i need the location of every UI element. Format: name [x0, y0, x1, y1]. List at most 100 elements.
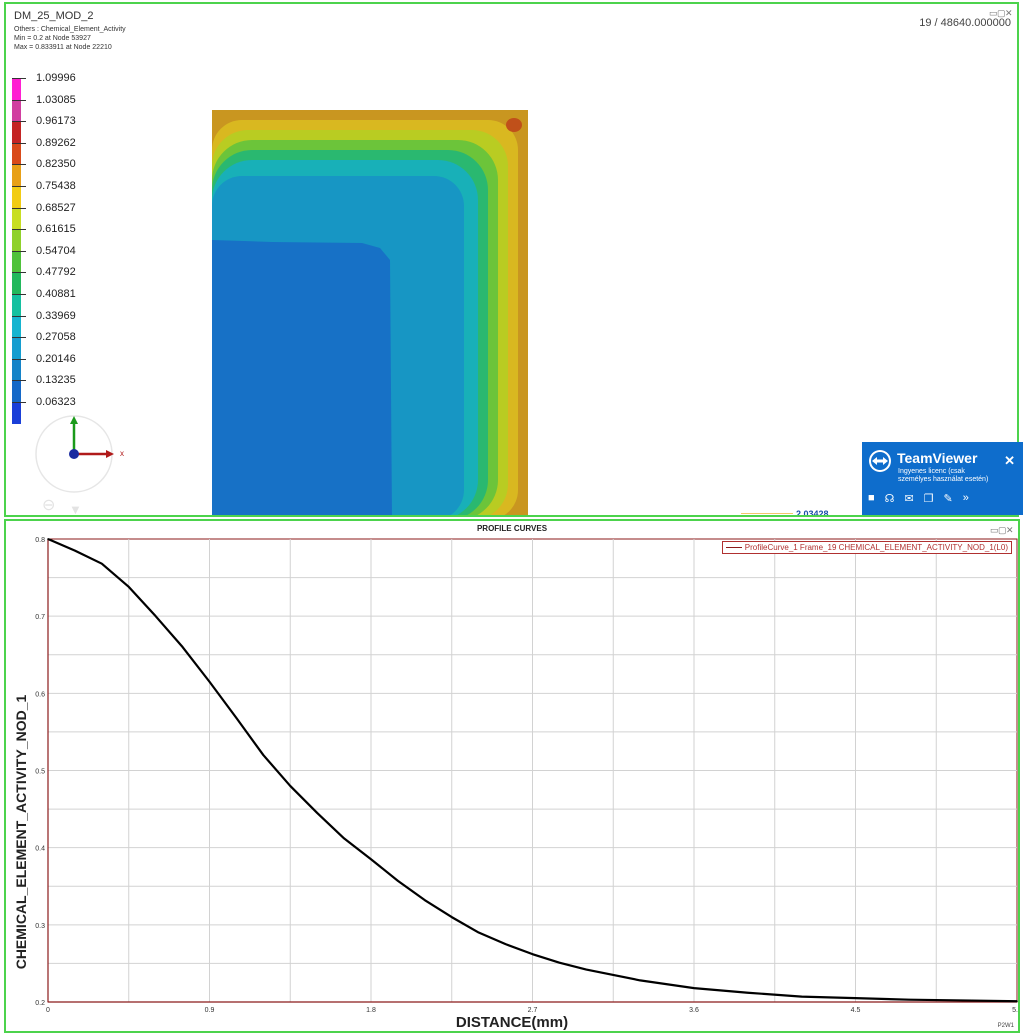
legend-swatch: [12, 229, 21, 251]
frame-readout: 19 / 48640.000000: [919, 17, 1011, 29]
legend-swatch: [12, 315, 21, 338]
teamviewer-panel[interactable]: TeamViewer Ingyenes licenc (csak személy…: [862, 442, 1023, 515]
legend-swatch: [12, 402, 21, 424]
data-point: [747, 991, 749, 994]
legend-value: 0.47792: [36, 266, 76, 279]
legend-swatch: [12, 142, 21, 165]
legend-tick: [12, 272, 26, 274]
legend-swatch: [12, 294, 21, 316]
contour-hotspot: [506, 118, 522, 132]
maximize-icon[interactable]: ▢: [998, 525, 1008, 535]
x-tick-label: 0: [46, 1007, 50, 1014]
legend-swatch: [12, 358, 21, 381]
legend-tick: [12, 337, 26, 339]
data-point: [181, 646, 184, 648]
chat-icon[interactable]: ✉: [904, 493, 914, 505]
legend-value: 0.75438: [36, 180, 76, 192]
y-axis-label: CHEMICAL_ELEMENT_ACTIVITY_NOD_1: [13, 694, 29, 970]
headset-icon[interactable]: ☊: [884, 493, 895, 505]
legend-entry: ProfileCurve_1 Frame_19 CHEMICAL_ELEMENT…: [744, 543, 1008, 552]
zoom-out-icon: ⊖: [42, 497, 55, 514]
y-tick-label: 0.2: [35, 1000, 45, 1007]
chart-title: PROFILE CURVES: [476, 524, 548, 533]
data-point: [289, 785, 292, 787]
data-point: [316, 812, 318, 814]
coordinate-triad[interactable]: y x ◀ ⊕ ⟲ ⊖ ▼: [34, 410, 144, 517]
model-name: DM_25_MOD_2: [14, 10, 94, 22]
legend-swatch: [12, 121, 21, 143]
data-point: [477, 931, 480, 934]
legend-swatch: [12, 78, 21, 100]
legend-swatch: [12, 186, 21, 208]
x-axis-label: DISTANCE(mm): [455, 1014, 569, 1031]
min-value-line: Min = 0.2 at Node 53927: [14, 35, 91, 42]
teamviewer-toolbar: ■ ☊ ✉ ❐ ✎ »: [868, 492, 969, 505]
viewport-id: P2W1: [997, 1023, 1014, 1029]
data-point: [450, 916, 453, 918]
maximize-icon[interactable]: ▢: [997, 8, 1007, 18]
x-tick-label: 3.6: [689, 1007, 699, 1014]
legend-swatch: [12, 207, 21, 230]
legend-value: 0.20146: [36, 352, 76, 365]
triad-x-arrow-icon: [106, 450, 114, 458]
legend-tick: [12, 186, 26, 187]
data-point: [397, 880, 399, 882]
triad-origin: [69, 449, 79, 459]
legend-swatch: [725, 547, 742, 548]
data-point: [531, 953, 534, 955]
legend-tick: [12, 294, 26, 295]
teamviewer-title: TeamViewer: [897, 450, 978, 466]
data-point: [693, 987, 695, 989]
contour-core: [212, 240, 392, 515]
bottom-window-controls: ▭▢✕: [990, 525, 1014, 536]
y-tick-label: 0.6: [35, 691, 45, 698]
legend-value: 0.13235: [36, 374, 76, 387]
data-point: [154, 615, 157, 617]
more-icon[interactable]: »: [962, 492, 969, 504]
legend-value: 0.96173: [36, 115, 76, 128]
legend-value: 1.03085: [36, 93, 76, 106]
x-tick-label: 0.9: [205, 1007, 215, 1014]
x-tick-label: 5.4: [1012, 1007, 1018, 1014]
legend-tick: [12, 142, 26, 144]
tools-icon[interactable]: ✎: [943, 493, 953, 505]
x-tick-label: 1.8: [366, 1007, 376, 1014]
contour-plot: [212, 110, 528, 515]
top-window-controls: ▭▢✕: [989, 8, 1013, 19]
legend-tick: [12, 121, 26, 123]
data-point: [639, 979, 641, 982]
teamviewer-license-text: Ingyenes licenc (csak személyes használa…: [898, 468, 989, 483]
legend-tick: [12, 250, 26, 252]
legend-value: 0.89262: [36, 136, 76, 149]
triad-x-label: x: [120, 449, 124, 458]
legend-swatch: [12, 380, 21, 402]
minimize-icon[interactable]: ▭: [989, 8, 999, 18]
data-point: [235, 717, 238, 719]
scale-value: 2.03428: [796, 509, 829, 517]
x-tick-label: 4.5: [851, 1007, 861, 1014]
legend-tick: [12, 229, 26, 231]
y-tick-label: 0.8: [35, 537, 45, 544]
data-point: [1016, 1000, 1018, 1003]
profile-curves-viewport[interactable]: ▭▢✕ PROFILE CURVES 0 0.9 1.8 2.7 3.6 4.5 5.4 0.…: [4, 519, 1020, 1033]
video-icon[interactable]: ■: [868, 492, 875, 504]
data-point: [101, 562, 103, 565]
files-icon[interactable]: ❐: [923, 493, 934, 505]
legend-tick: [12, 358, 26, 360]
contour-viewport[interactable]: ▭▢✕ DM_25_MOD_2 Others : Chemical_Elemen…: [4, 2, 1019, 517]
data-point: [504, 943, 507, 945]
legend-value: 0.54704: [36, 244, 76, 257]
data-point: [47, 538, 49, 540]
close-icon[interactable]: ✕: [1005, 8, 1014, 18]
minimize-icon[interactable]: ▭: [990, 525, 1000, 535]
legend-value: 1.09996: [36, 72, 76, 84]
teamviewer-logo-icon: [869, 450, 891, 472]
data-point: [962, 999, 964, 1002]
legend-value: 0.40881: [36, 288, 76, 300]
close-icon[interactable]: ✕: [1006, 525, 1015, 535]
scale-bar: [741, 513, 793, 514]
max-value-line: Max = 0.833911 at Node 22210: [14, 44, 112, 51]
data-point: [127, 586, 130, 588]
color-legend: 1.09996 1.03085 0.96173 0.89262 0.82350 0.754…: [12, 70, 132, 424]
teamviewer-close-button[interactable]: ✕: [1004, 453, 1015, 468]
